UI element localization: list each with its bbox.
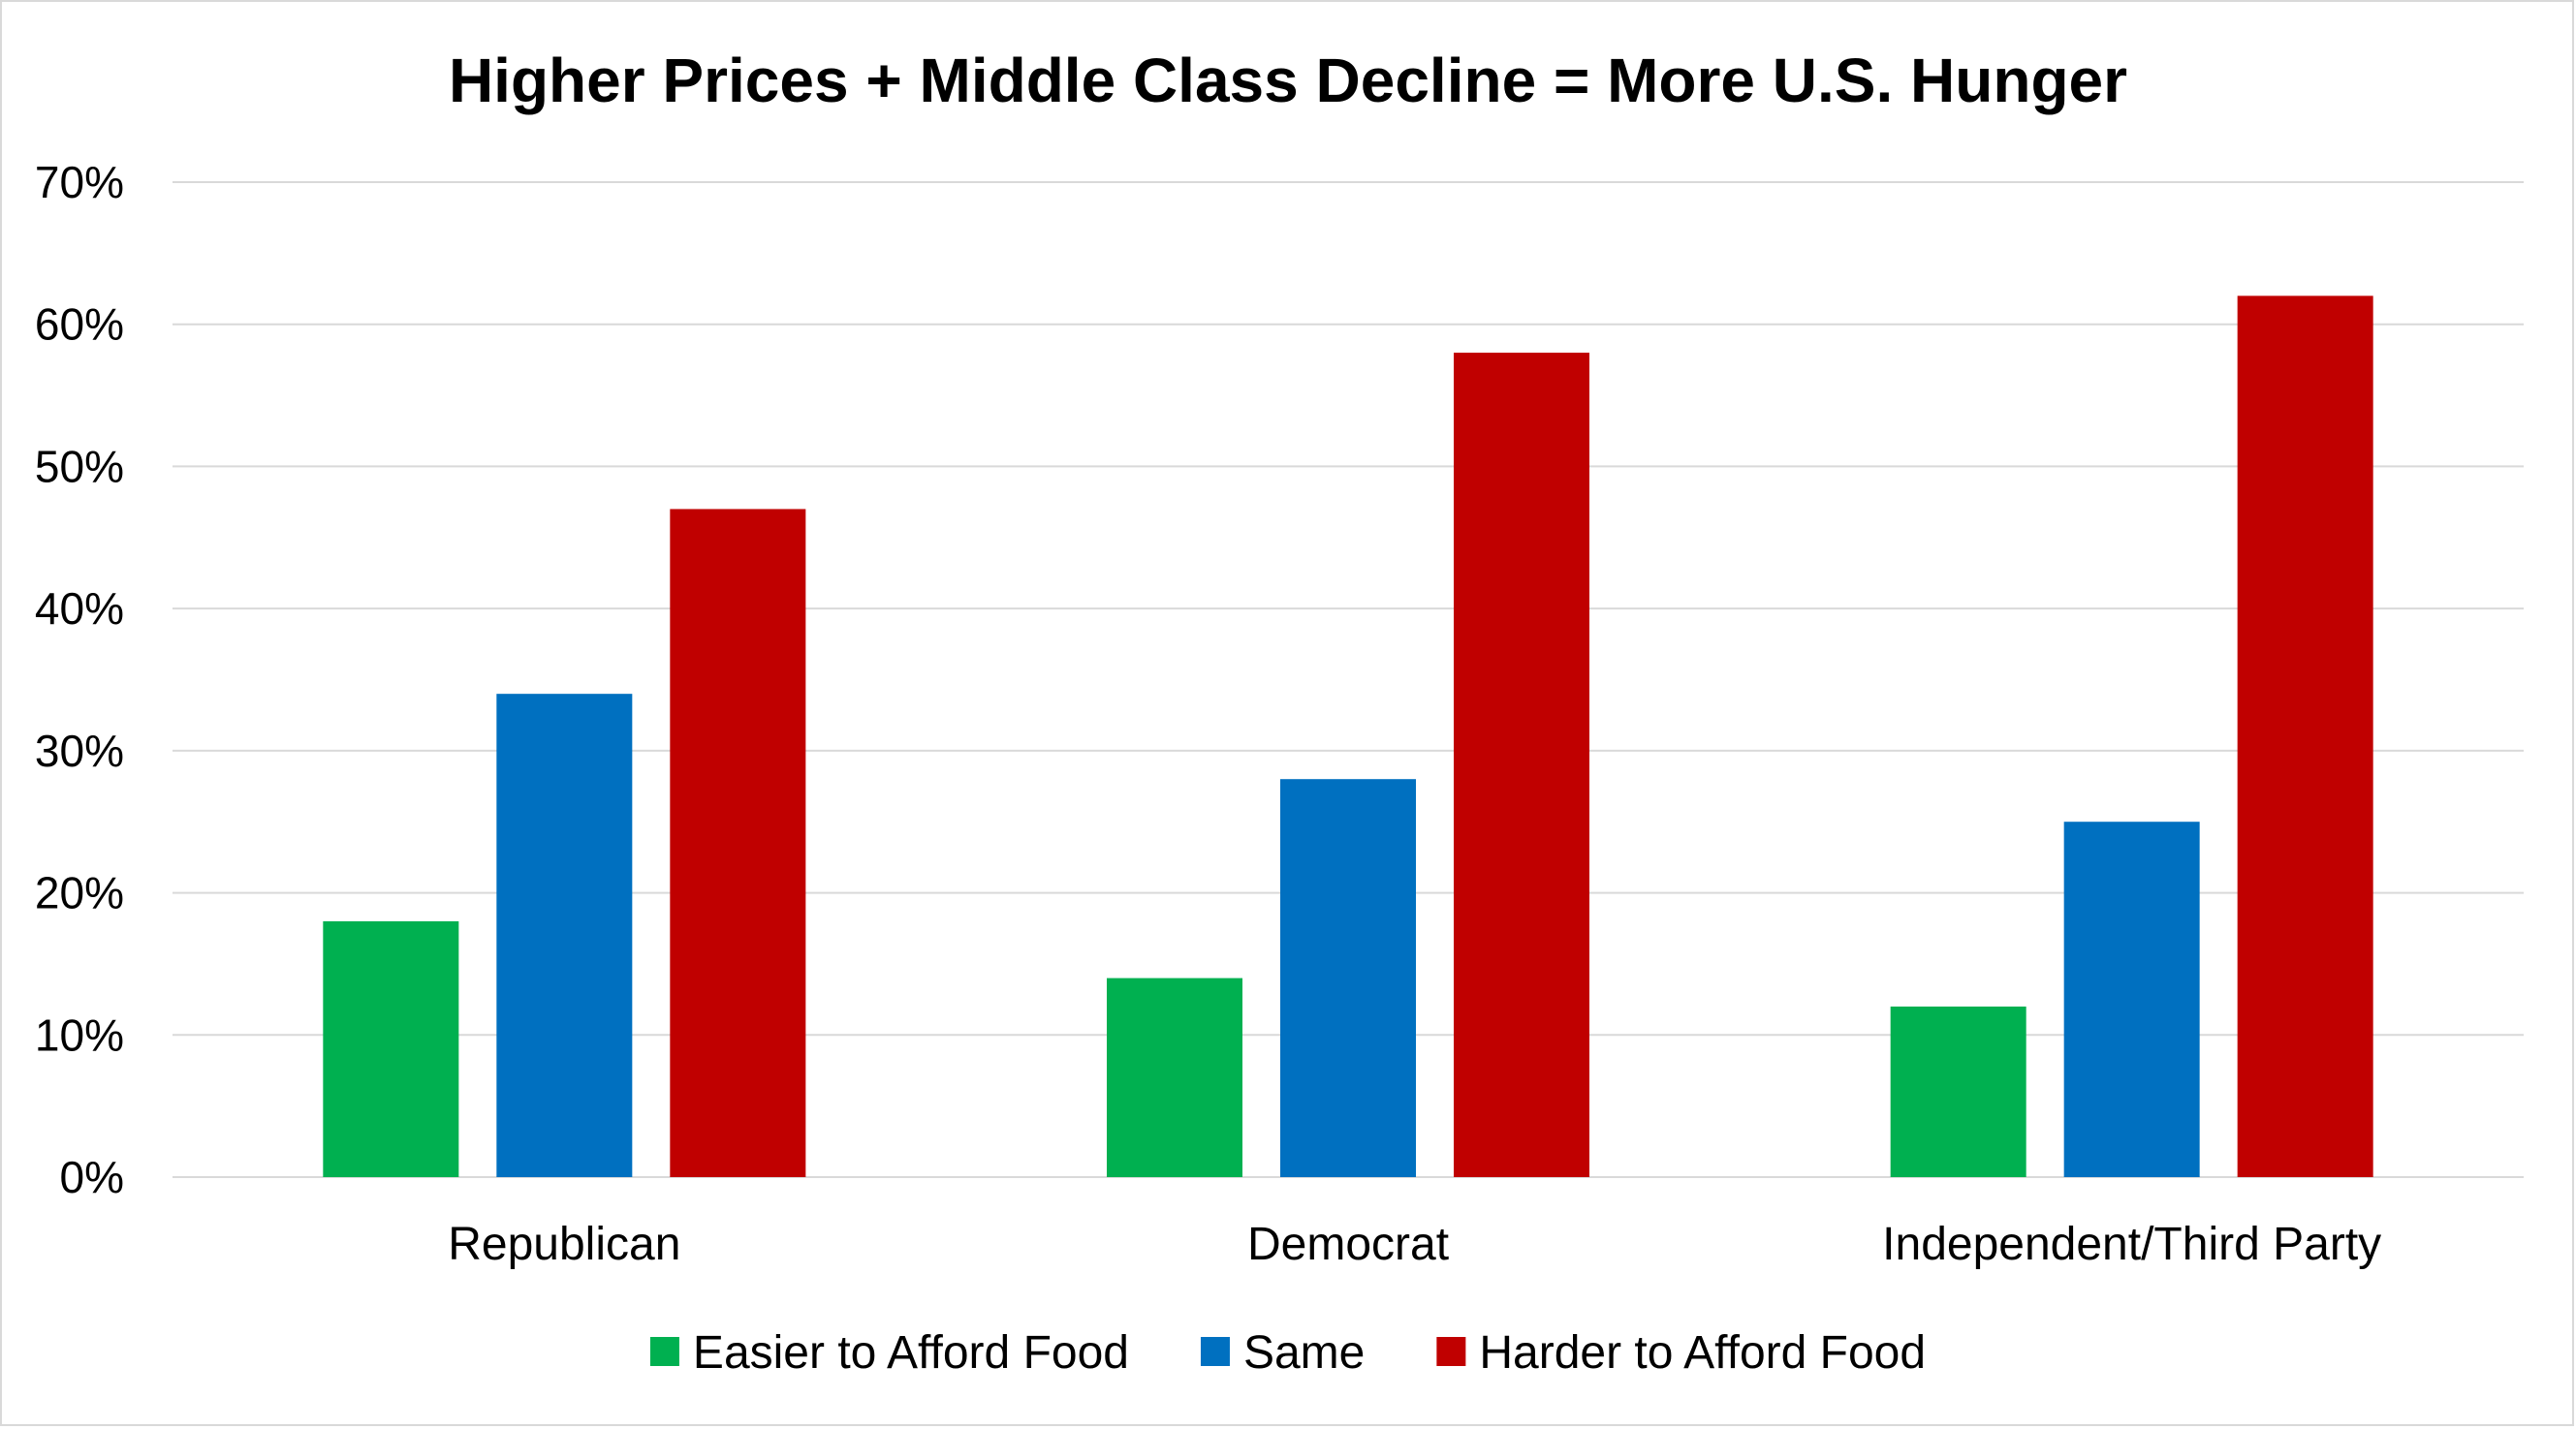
y-tick-label: 40% <box>35 583 124 634</box>
y-tick-label: 70% <box>35 157 124 207</box>
bar <box>1454 353 1589 1177</box>
y-tick-label: 30% <box>35 726 124 776</box>
bar <box>2063 822 2200 1177</box>
bar <box>1890 1006 2026 1177</box>
legend-label: Easier to Afford Food <box>693 1327 1129 1379</box>
legend: Easier to Afford Food Same Harder to Affor… <box>649 1327 1926 1379</box>
y-tick-label: 10% <box>35 1010 124 1060</box>
legend-label: Harder to Afford Food <box>1479 1327 1926 1379</box>
chart-title: Higher Prices + Middle Class Decline = M… <box>449 46 2127 115</box>
y-tick-label: 60% <box>35 299 124 350</box>
legend-swatch <box>1436 1337 1466 1366</box>
bar <box>496 694 633 1177</box>
x-axis-category-labels: Republican Democrat Independent/Third Part… <box>448 1219 2381 1270</box>
x-category-label: Republican <box>448 1219 680 1270</box>
y-tick-label: 50% <box>35 441 124 491</box>
bar <box>670 509 806 1177</box>
bar <box>2237 295 2373 1177</box>
bar <box>323 920 459 1177</box>
legend-swatch <box>1200 1337 1230 1366</box>
bar <box>1280 779 1416 1177</box>
legend-label: Same <box>1243 1327 1365 1379</box>
x-category-label: Independent/Third Party <box>1882 1219 2381 1270</box>
y-tick-label: 0% <box>60 1152 124 1202</box>
y-axis-tick-labels: 0% 10% 20% 30% 40% 50% 60% 70% <box>35 157 124 1202</box>
bars <box>323 295 2373 1177</box>
bar <box>1107 978 1242 1177</box>
x-category-label: Democrat <box>1247 1219 1449 1270</box>
y-tick-label: 20% <box>35 868 124 918</box>
legend-swatch <box>649 1337 679 1366</box>
